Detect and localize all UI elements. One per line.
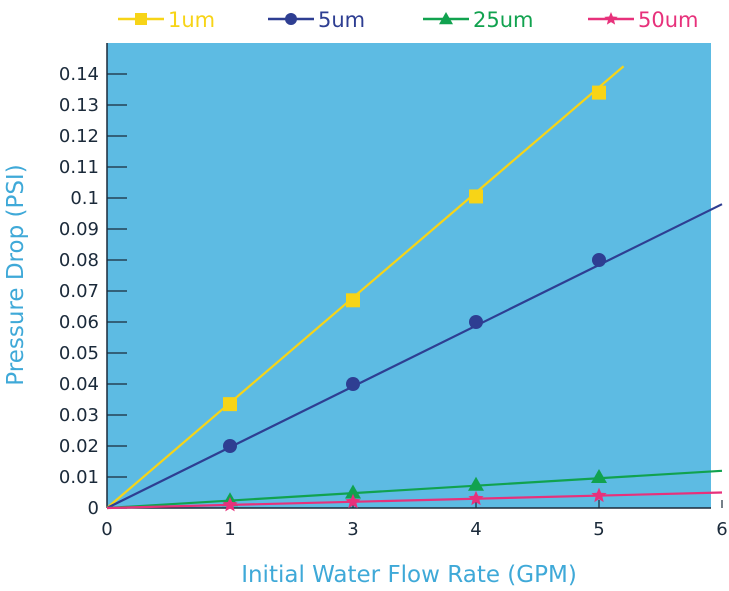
- y-tick-label: 0.01: [59, 467, 99, 488]
- square-marker: [223, 397, 237, 412]
- legend: 1um 5um 25um 50um: [118, 8, 699, 32]
- legend-label: 1um: [168, 8, 215, 32]
- x-tick-label: 6: [716, 519, 727, 540]
- square-marker: [592, 85, 606, 100]
- y-tick-label: 0.05: [59, 343, 99, 364]
- y-tick-label: 0.11: [59, 157, 99, 178]
- legend-item-1um: 1um: [118, 8, 215, 32]
- x-tick-label: 4: [470, 519, 481, 540]
- y-tick-label: 0.14: [59, 64, 99, 85]
- circle-marker: [223, 439, 237, 453]
- y-tick-label: 0.04: [59, 374, 99, 395]
- y-tick-label: 0.08: [59, 250, 99, 271]
- legend-item-50um: 50um: [588, 8, 699, 32]
- y-axis-ticks: 0 0.01 0.02 0.03 0.04 0.05 0.06 0.07 0.08 0.09 0.1…: [59, 64, 127, 519]
- y-tick-label: 0.03: [59, 405, 99, 426]
- y-tick-label: 0: [88, 498, 99, 519]
- series-layer: [106, 65, 723, 512]
- x-tick-label: 5: [593, 519, 604, 540]
- y-tick-label: 0.02: [59, 436, 99, 457]
- y-tick-label: 0.12: [59, 126, 99, 147]
- series-line: [106, 469, 723, 510]
- triangle-marker: [439, 12, 453, 25]
- y-tick-label: 0.13: [59, 95, 99, 116]
- legend-label: 25um: [473, 8, 534, 32]
- star-marker: [222, 496, 238, 512]
- series-line: [106, 203, 723, 509]
- circle-marker: [469, 315, 483, 329]
- y-tick-label: 0.06: [59, 312, 99, 333]
- series-line: [106, 65, 625, 509]
- series-1um: [106, 65, 625, 509]
- x-axis-title: Initial Water Flow Rate (GPM): [241, 562, 577, 588]
- star-marker: [468, 490, 484, 506]
- y-tick-label: 0.1: [70, 188, 99, 209]
- x-tick-label: 1: [224, 519, 235, 540]
- series-5um: [106, 203, 723, 509]
- circle-marker: [592, 253, 606, 267]
- y-axis-title: Pressure Drop (PSI): [3, 164, 29, 385]
- star-marker: [591, 487, 607, 503]
- legend-item-5um: 5um: [268, 8, 365, 32]
- circle-marker: [285, 13, 297, 25]
- x-tick-label: 0: [101, 519, 112, 540]
- series-50um: [106, 487, 723, 512]
- triangle-marker: [591, 469, 607, 483]
- square-marker: [346, 293, 360, 308]
- triangle-marker: [468, 476, 484, 491]
- series-line: [106, 491, 723, 510]
- plot-area: [107, 43, 711, 508]
- square-marker: [135, 13, 147, 25]
- y-tick-label: 0.07: [59, 281, 99, 302]
- star-marker: [345, 493, 361, 509]
- x-tick-label: 3: [347, 519, 358, 540]
- legend-label: 50um: [638, 8, 699, 32]
- legend-label: 5um: [318, 8, 365, 32]
- square-marker: [469, 189, 483, 204]
- star-marker: [604, 12, 618, 25]
- x-axis-ticks: 0 1 3 4 5 6: [101, 43, 728, 540]
- circle-marker: [346, 377, 360, 391]
- triangle-marker: [345, 484, 361, 499]
- y-tick-label: 0.09: [59, 219, 99, 240]
- legend-item-25um: 25um: [423, 8, 534, 32]
